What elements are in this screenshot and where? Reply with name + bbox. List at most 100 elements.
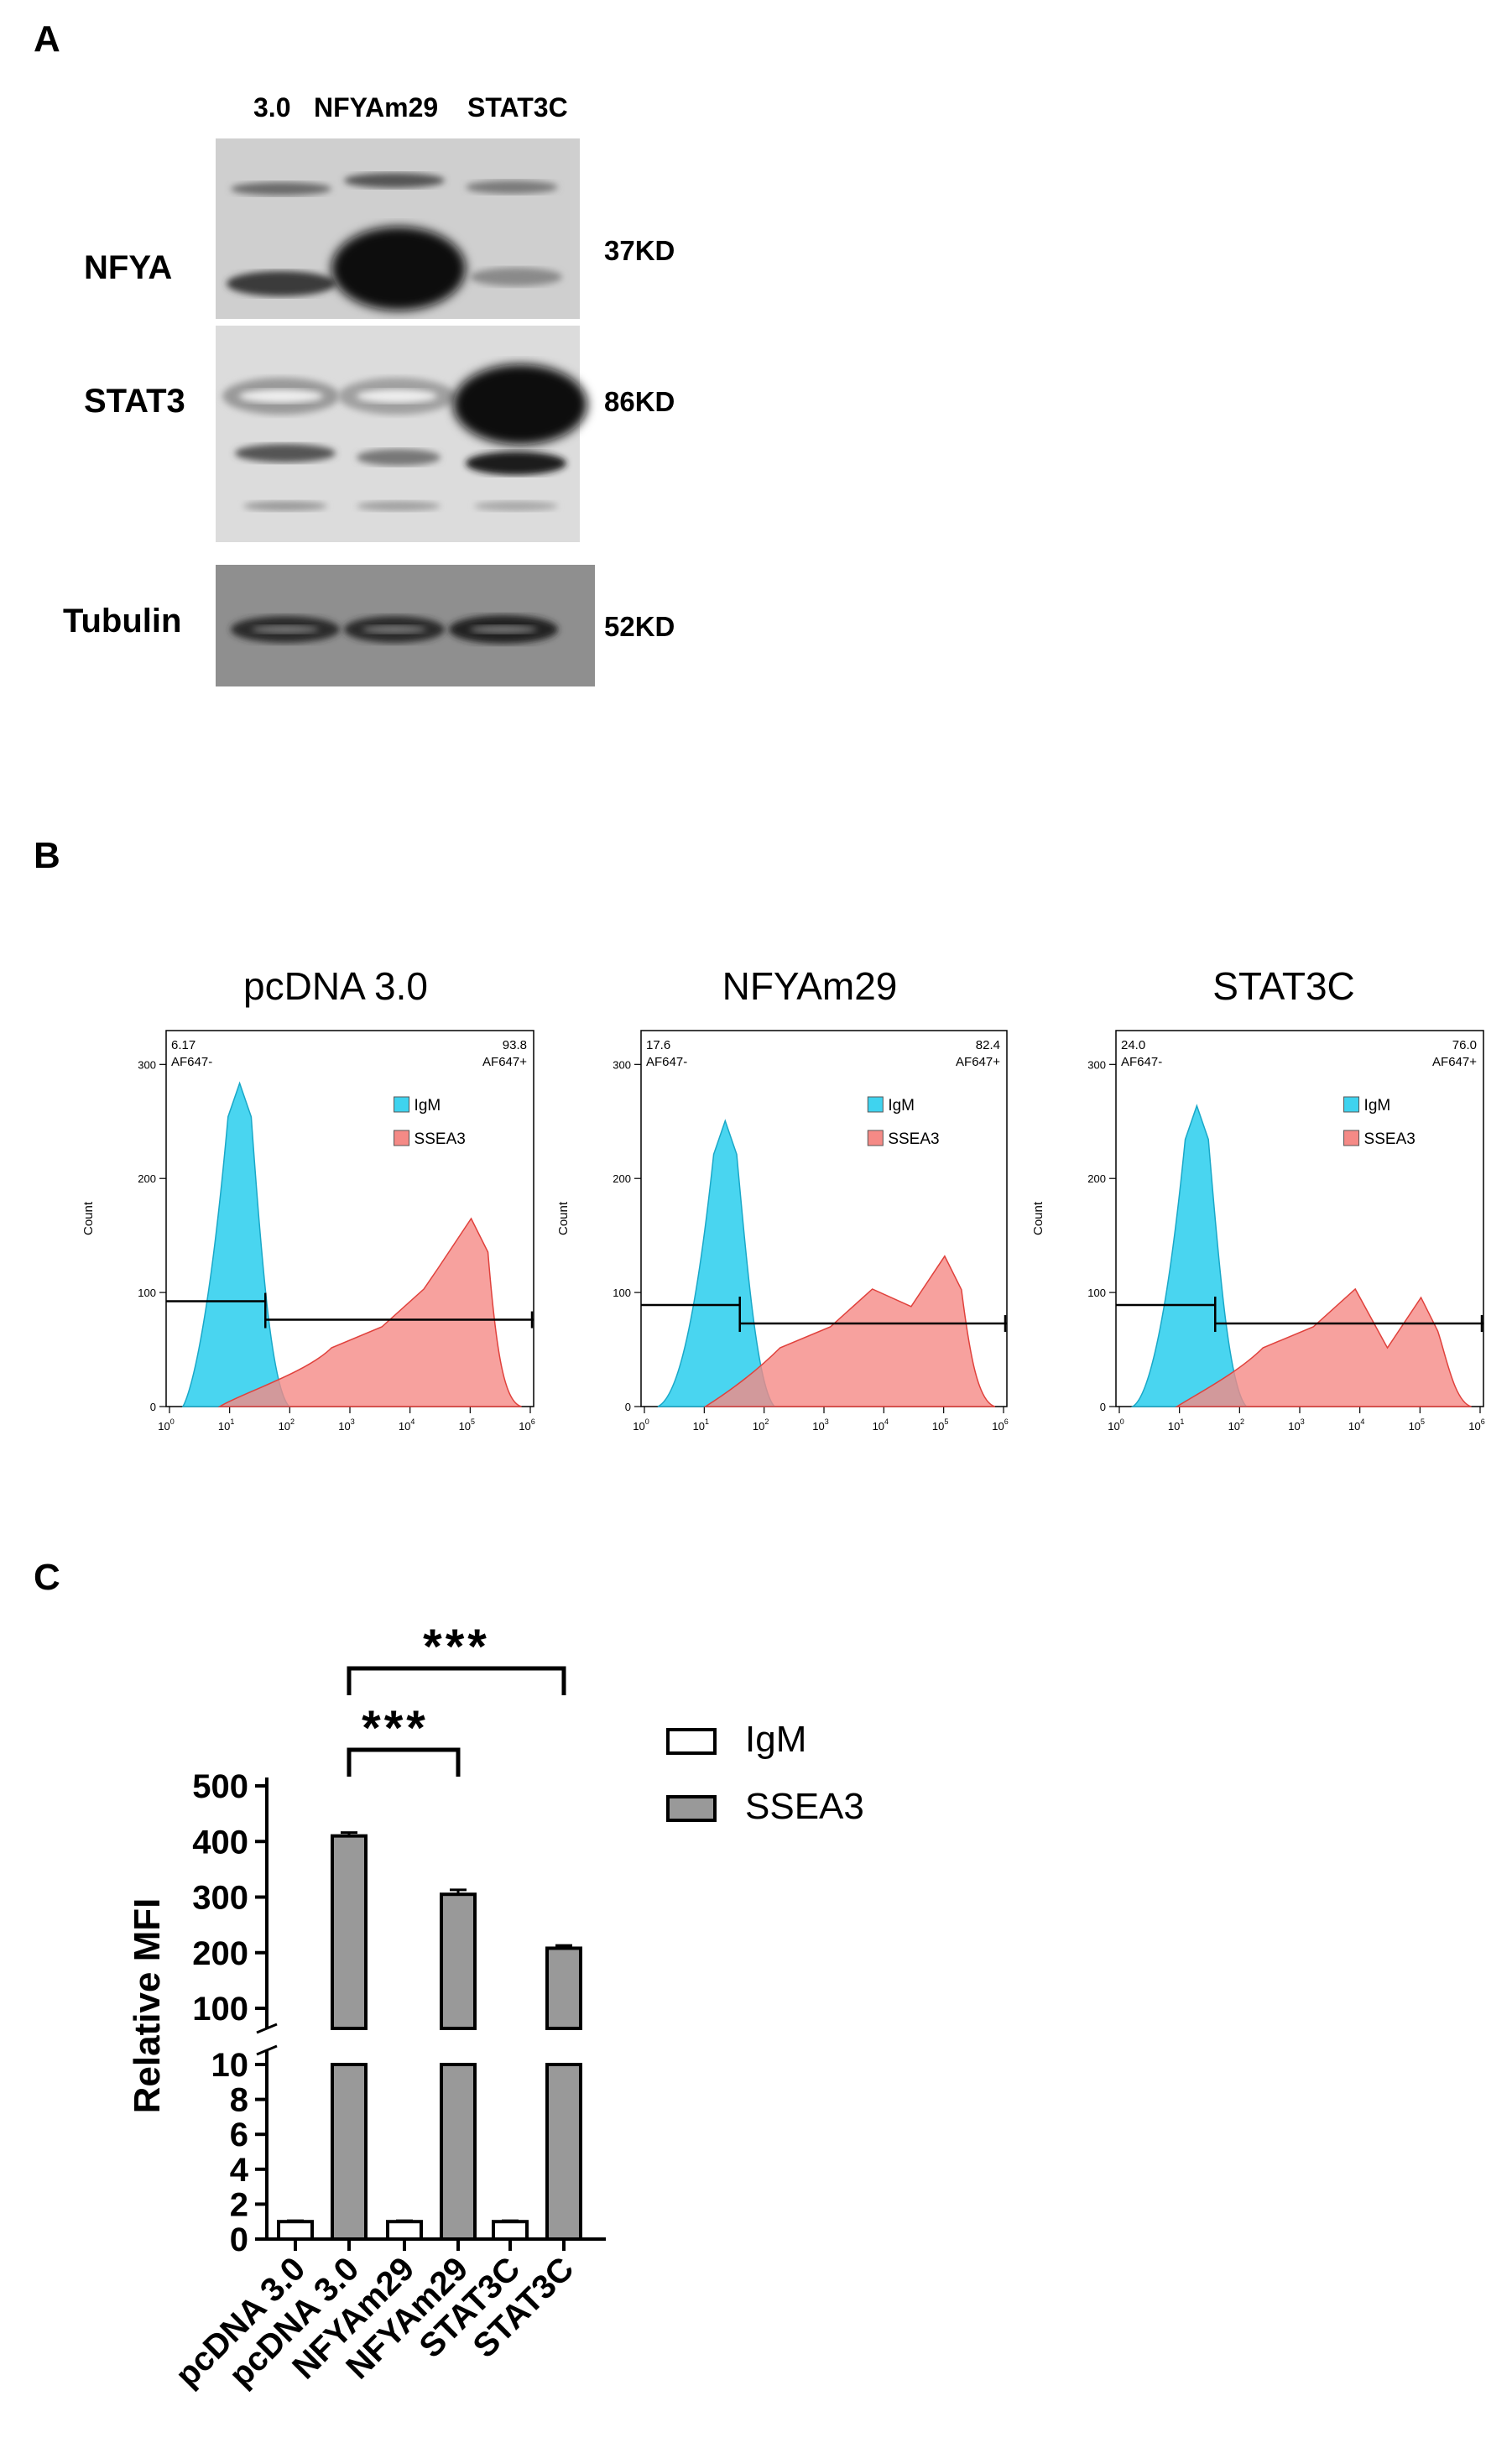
lane-label-2: NFYAm29 — [314, 92, 439, 123]
legend-label: SSEA3 — [745, 1786, 864, 1827]
flow-xtick-label: 101 — [218, 1417, 234, 1433]
flow-xtick-label: 101 — [1168, 1417, 1184, 1433]
flow-legend-swatch — [1343, 1096, 1360, 1113]
significance-label: *** — [423, 1620, 490, 1674]
gate-positive-value: 93.8 — [503, 1038, 527, 1052]
flow-legend-swatch — [1343, 1130, 1360, 1146]
y-tick-label: 8 — [230, 2082, 248, 2119]
y-tick-label: 400 — [192, 1824, 248, 1861]
flow-legend-swatch — [394, 1130, 410, 1146]
panel-label-c: C — [34, 1557, 60, 1598]
flow-legend-swatch — [394, 1096, 410, 1113]
flow-title-2: NFYAm29 — [722, 964, 898, 1008]
flow-xtick-label: 106 — [992, 1417, 1008, 1433]
flow-xtick-label: 104 — [1348, 1417, 1364, 1433]
panel-label-b: B — [34, 835, 60, 876]
y-axis-label: Relative MFI — [127, 1898, 168, 2114]
y-tick-label: 200 — [192, 1935, 248, 1972]
ssea3-histogram — [1175, 1287, 1472, 1407]
ssea3-histogram — [703, 1255, 996, 1407]
legend-label: IgM — [745, 1719, 806, 1760]
kd-label-tubulin: 52KD — [604, 611, 675, 642]
flow-ytick-label: 200 — [138, 1172, 156, 1185]
flow-legend-swatch — [867, 1096, 884, 1113]
gate-negative-label: AF647- — [646, 1055, 687, 1069]
flow-xtick-label: 104 — [399, 1417, 414, 1433]
bar-igm — [386, 2220, 423, 2241]
bar-igm — [277, 2220, 314, 2241]
flow-cytometry-plots: Count 0 100 200 300 100 101 102 103 104 105 106 6.17… — [81, 1030, 1485, 1433]
flow-ytick-label: 100 — [138, 1287, 156, 1299]
y-tick-label: 100 — [192, 1991, 248, 2028]
gate-positive-label: AF647+ — [956, 1055, 1000, 1069]
flow-xtick-label: 105 — [1409, 1417, 1425, 1433]
y-tick-label: 6 — [230, 2117, 248, 2153]
flow-ytick-label: 100 — [613, 1287, 631, 1299]
significance-bracket: *** — [347, 1620, 566, 1695]
significance-bracket: *** — [347, 1701, 461, 1777]
bar-ssea3-lower — [440, 2063, 477, 2241]
bar-igm — [492, 2220, 529, 2241]
gate-positive-value: 82.4 — [976, 1038, 1000, 1052]
protein-label-stat3: STAT3 — [84, 383, 185, 420]
igm-histogram — [1130, 1104, 1249, 1407]
flow-xtick-label: 106 — [1468, 1417, 1484, 1433]
axis-break-mark — [256, 2044, 278, 2056]
flow-xtick-label: 100 — [1108, 1417, 1124, 1433]
flow-xtick-label: 100 — [633, 1417, 649, 1433]
flow-legend-label: IgM — [414, 1097, 441, 1114]
flow-xtick-label: 100 — [158, 1417, 174, 1433]
flow-xtick-label: 105 — [459, 1417, 475, 1433]
flow-title-3: STAT3C — [1212, 964, 1355, 1008]
flow-legend-swatch — [867, 1130, 884, 1146]
ssea3-histogram — [217, 1217, 522, 1407]
flow-ytick-label: 0 — [1100, 1401, 1106, 1413]
flow-ytick-label: 100 — [1087, 1287, 1106, 1299]
flow-ylabel: Count — [556, 1201, 571, 1235]
flow-ytick-label: 200 — [613, 1172, 631, 1185]
y-tick-label: 500 — [192, 1768, 248, 1805]
gate-negative-label: AF647- — [1121, 1055, 1162, 1069]
flow-ytick-label: 0 — [150, 1401, 156, 1413]
flow-xtick-label: 104 — [873, 1417, 889, 1433]
flow-ylabel: Count — [1031, 1201, 1045, 1235]
lane-label-1: 3.0 — [253, 92, 291, 123]
axis-break-mark — [256, 2023, 278, 2034]
bar-ssea3 — [440, 1892, 477, 2030]
y-tick-label: 10 — [211, 2047, 249, 2084]
panel-label-a: A — [34, 18, 60, 60]
flow-xtick-label: 102 — [753, 1417, 769, 1433]
flow-legend-label: SSEA3 — [1364, 1130, 1416, 1148]
significance-label: *** — [362, 1701, 429, 1756]
flow-xtick-label: 102 — [279, 1417, 295, 1433]
flow-xtick-label: 102 — [1228, 1417, 1244, 1433]
gate-negative-value: 6.17 — [171, 1038, 196, 1052]
flow-xtick-label: 106 — [519, 1417, 534, 1433]
gate-negative-label: AF647- — [171, 1055, 212, 1069]
kd-label-stat3: 86KD — [604, 386, 675, 417]
kd-label-nfya: 37KD — [604, 235, 675, 266]
flow-xtick-label: 103 — [812, 1417, 828, 1433]
legend-swatch — [666, 1728, 717, 1755]
bar-ssea3-lower — [545, 2063, 582, 2241]
flow-xtick-label: 103 — [1288, 1417, 1304, 1433]
flow-ytick-label: 300 — [1087, 1058, 1106, 1071]
y-tick-label: 2 — [230, 2186, 248, 2223]
flow-legend-label: SSEA3 — [414, 1130, 466, 1148]
igm-histogram — [181, 1081, 291, 1407]
flow-xtick-label: 103 — [338, 1417, 354, 1433]
gate-negative-value: 17.6 — [646, 1038, 670, 1052]
flow-xtick-label: 101 — [693, 1417, 709, 1433]
flow-ylabel: Count — [81, 1201, 96, 1235]
protein-label-tubulin: Tubulin — [63, 603, 182, 639]
gate-negative-value: 24.0 — [1121, 1038, 1145, 1052]
flow-ytick-label: 300 — [613, 1058, 631, 1071]
y-tick-label: 0 — [230, 2221, 248, 2258]
flow-xtick-label: 105 — [932, 1417, 948, 1433]
flow-title-1: pcDNA 3.0 — [243, 964, 428, 1008]
